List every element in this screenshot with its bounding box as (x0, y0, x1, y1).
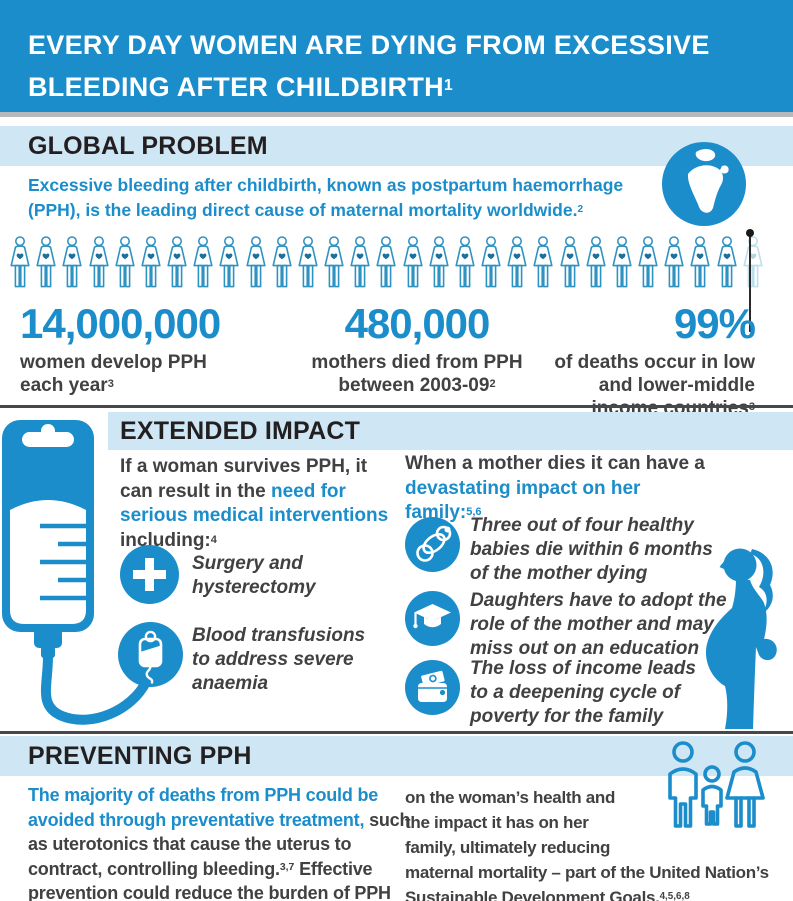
woman-figure-icon (272, 236, 292, 288)
pacifier-icon (405, 517, 460, 572)
woman-figure-icon (324, 236, 344, 288)
global-problem-heading: GLOBAL PROBLEM (28, 132, 268, 160)
stat-value: 99% (673, 300, 756, 347)
impact-daughters-text: Daughters have to adopt the role of the … (470, 590, 727, 659)
extended-impact-left-intro: If a woman survives PPH, it can result i… (120, 456, 389, 551)
woman-figure-icon (429, 236, 449, 288)
footnote-ref: 1 (443, 77, 453, 94)
stat-label: of deaths occur in low and lower-middle … (554, 352, 755, 419)
footnote-ref: 2 (489, 378, 496, 390)
woman-figure-icon (455, 236, 475, 288)
woman-figure-icon (481, 236, 501, 288)
header-banner: EVERY DAY WOMEN ARE DYING FROM EXCESSIVE… (0, 0, 793, 117)
impact-babies-text: Three out of four healthy babies die wit… (470, 515, 713, 584)
woman-figure-icon (664, 236, 684, 288)
woman-figure-icon (612, 236, 632, 288)
global-problem-band (0, 126, 793, 166)
wallet-icon (405, 660, 460, 715)
woman-figure-icon (717, 236, 737, 288)
woman-figure-icon (690, 236, 711, 288)
woman-figure-icon (402, 236, 423, 288)
globe-icon (662, 142, 746, 226)
woman-figure-icon (533, 236, 554, 288)
footnote-ref: 4 (210, 533, 217, 546)
stat-deaths: 480,000 mothers died from PPH between 20… (297, 302, 537, 397)
stat-label: women develop PPH each year3 (20, 352, 207, 396)
extended-impact-right-intro: When a mother dies it can have a devasta… (405, 453, 705, 523)
footnote-ref: 3,7 (279, 861, 295, 873)
woman-figure-icon (10, 236, 30, 288)
footnote-ref: 3 (107, 378, 114, 390)
surgery-cross-icon (120, 545, 179, 604)
pregnant-woman-icon (705, 548, 777, 729)
family-icon (668, 741, 765, 828)
footnote-ref: 2 (577, 204, 584, 215)
woman-figure-icon (586, 236, 606, 288)
stat-value: 14,000,000 (20, 300, 221, 347)
woman-figure-icon (376, 236, 397, 288)
woman-figure-icon (115, 236, 135, 288)
section-divider (0, 731, 793, 734)
impact-income-text: The loss of income leads to a deepening … (470, 658, 696, 727)
stat-value: 480,000 (344, 300, 491, 347)
woman-figure-icon (560, 236, 580, 288)
woman-figure-icon (141, 236, 161, 288)
woman-figure-icon (743, 236, 763, 288)
intervention-blood-text: Blood transfusions to address severe ana… (192, 625, 366, 694)
section-divider (0, 405, 793, 408)
woman-figure-icon (638, 236, 658, 288)
extended-impact-heading: EXTENDED IMPACT (120, 417, 361, 445)
page-title: EVERY DAY WOMEN ARE DYING FROM EXCESSIVE… (28, 30, 710, 102)
blood-bag-icon (118, 622, 183, 687)
stat-pph-per-year: 14,000,000 women develop PPH each year3 (20, 300, 221, 397)
woman-figure-icon (245, 236, 266, 288)
preventing-right-text: on the woman’s health and the impact it … (405, 788, 769, 901)
woman-figure-icon (88, 236, 109, 288)
woman-figure-icon (350, 236, 370, 288)
preventing-left-text: The majority of deaths from PPH could be… (28, 785, 411, 901)
stat-low-income: 99% of deaths occur in low and lower-mid… (554, 300, 756, 420)
women-pictogram-row (8, 236, 765, 292)
global-problem-intro: Excessive bleeding after childbirth, kno… (28, 175, 624, 220)
woman-figure-icon (193, 236, 213, 288)
extended-impact-band (108, 412, 793, 450)
woman-figure-icon (62, 236, 82, 288)
intervention-surgery-text: Surgery and hysterectomy (192, 553, 316, 598)
woman-figure-icon (298, 236, 318, 288)
graduation-cap-icon (405, 591, 460, 646)
preventing-pph-heading: PREVENTING PPH (28, 742, 252, 770)
woman-figure-icon (36, 236, 56, 288)
stat-label: mothers died from PPH between 2003-092 (311, 352, 523, 396)
woman-figure-icon (507, 236, 527, 288)
footnote-ref: 5,6 (466, 506, 482, 518)
preventing-pph-band (0, 736, 793, 776)
iv-drip-bag-icon (2, 420, 151, 725)
woman-figure-icon (167, 236, 187, 288)
one-percent-marker-line (746, 229, 754, 332)
woman-figure-icon (219, 236, 239, 288)
footnote-ref: 4,5,6,8 (659, 891, 690, 901)
